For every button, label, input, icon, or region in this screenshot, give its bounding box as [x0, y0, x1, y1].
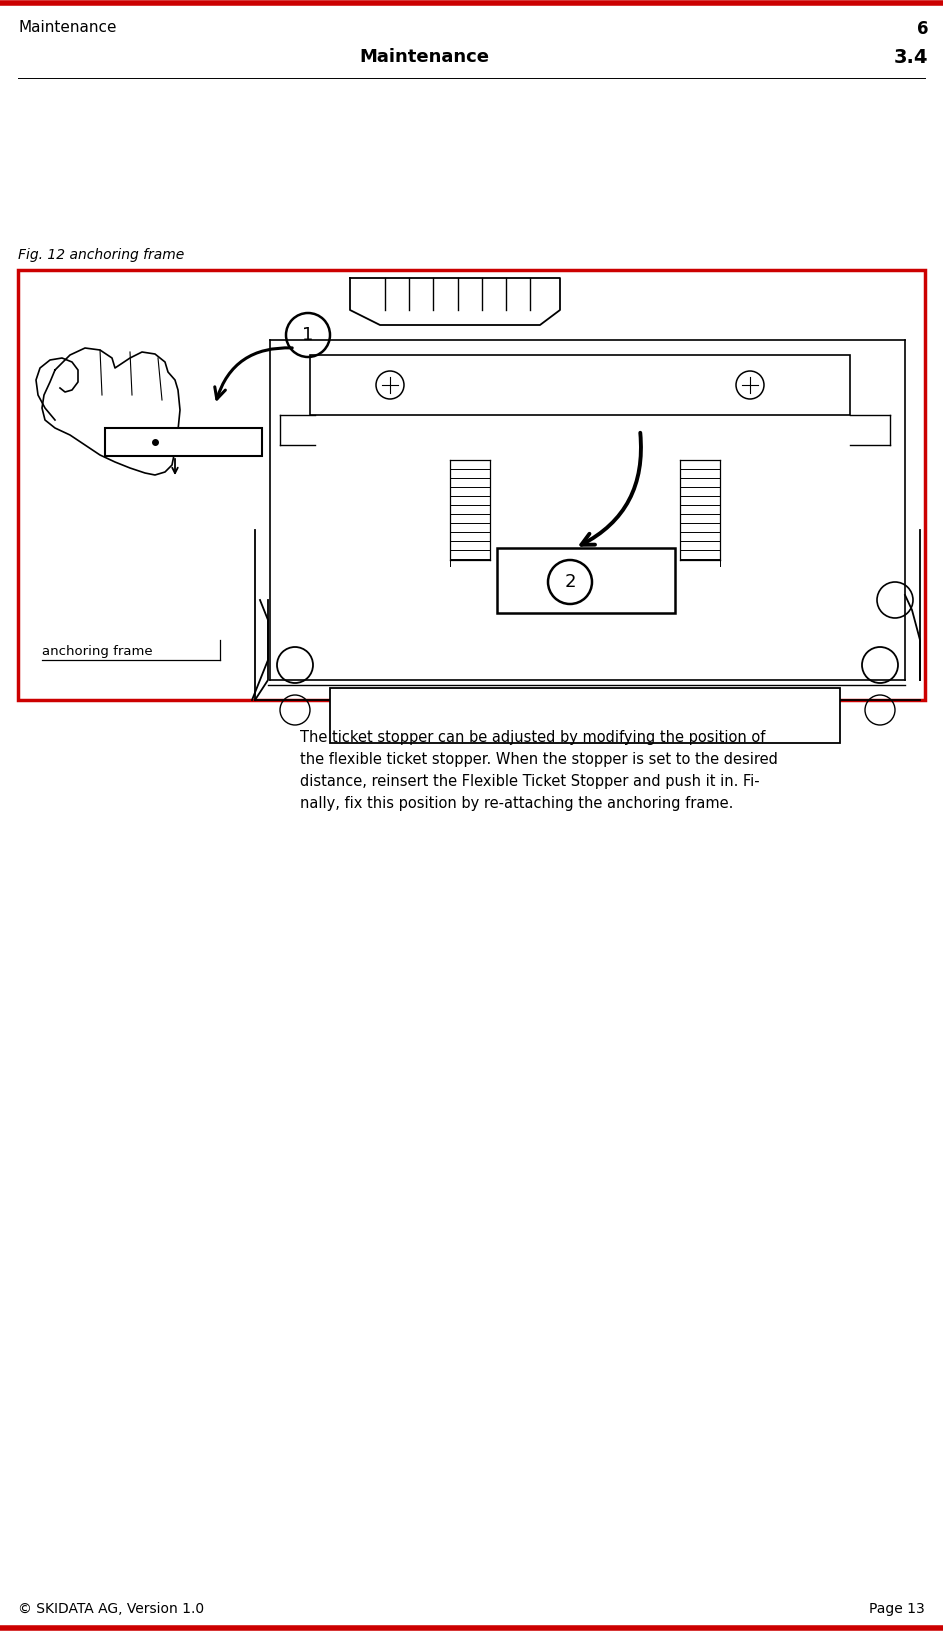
Text: 3.4: 3.4 — [894, 47, 928, 67]
Text: distance, reinsert the Flexible Ticket Stopper and push it in. Fi-: distance, reinsert the Flexible Ticket S… — [300, 774, 760, 789]
Text: © SKIDATA AG, Version 1.0: © SKIDATA AG, Version 1.0 — [18, 1602, 204, 1616]
Text: Maintenance: Maintenance — [359, 47, 489, 65]
Text: 1: 1 — [303, 326, 314, 344]
Bar — [330, 689, 840, 743]
Bar — [497, 548, 675, 614]
Text: Page 13: Page 13 — [869, 1602, 925, 1616]
Bar — [105, 429, 262, 456]
Text: The ticket stopper can be adjusted by modifying the position of: The ticket stopper can be adjusted by mo… — [300, 730, 766, 744]
Circle shape — [548, 560, 592, 604]
Text: Fig. 12 anchoring frame: Fig. 12 anchoring frame — [18, 249, 184, 262]
Text: 2: 2 — [564, 573, 576, 591]
Bar — [18, 270, 925, 700]
Text: anchoring frame: anchoring frame — [42, 645, 153, 658]
Text: the flexible ticket stopper. When the stopper is set to the desired: the flexible ticket stopper. When the st… — [300, 753, 778, 767]
Bar — [310, 355, 850, 416]
Text: 6: 6 — [917, 20, 928, 38]
Text: nally, fix this position by re-attaching the anchoring frame.: nally, fix this position by re-attaching… — [300, 797, 734, 811]
Text: Maintenance: Maintenance — [18, 20, 117, 34]
